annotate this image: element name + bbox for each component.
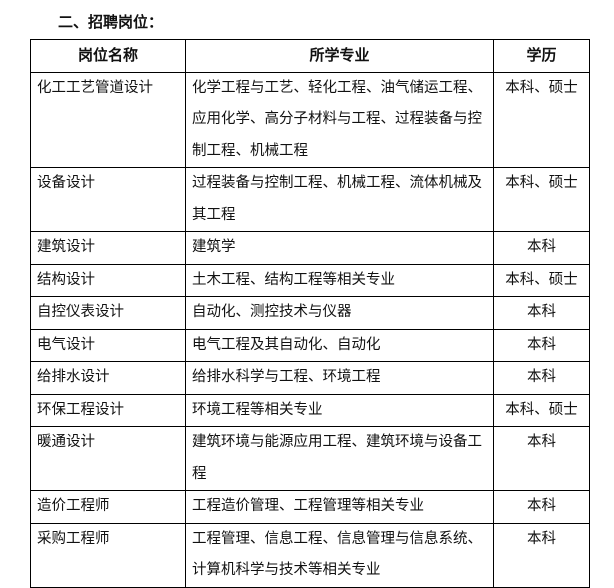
cell-major: 过程装备与控制工程、机械工程、流体机械及其工程 xyxy=(185,167,494,232)
cell-position: 电气设计 xyxy=(30,328,186,362)
table-row: 电气设计 电气工程及其自动化、自动化 本科 xyxy=(30,328,590,362)
positions-table: 岗位名称 所学专业 学历 化工工艺管道设计 化学工程与工艺、轻化工程、油气储运工程… xyxy=(30,39,590,588)
cell-major: 给排水科学与工程、环境工程 xyxy=(185,361,494,395)
header-position: 岗位名称 xyxy=(30,39,186,73)
cell-education: 本科、硕士 xyxy=(493,393,590,427)
cell-position: 环保工程设计 xyxy=(30,393,186,427)
cell-position: 化工工艺管道设计 xyxy=(30,71,186,168)
header-education: 学历 xyxy=(493,39,590,73)
cell-position: 造价工程师 xyxy=(30,490,186,524)
cell-position: 暖通设计 xyxy=(30,426,186,491)
cell-major: 化学工程与工艺、轻化工程、油气储运工程、应用化学、高分子材料与工程、过程装备与控… xyxy=(185,71,494,168)
header-major: 所学专业 xyxy=(185,39,494,73)
cell-education: 本科、硕士 xyxy=(493,71,590,168)
table-row: 暖通设计 建筑环境与能源应用工程、建筑环境与设备工程 本科 xyxy=(30,426,590,491)
cell-major: 自动化、测控技术与仪器 xyxy=(185,296,494,330)
cell-major: 工程造价管理、工程管理等相关专业 xyxy=(185,490,494,524)
table-row: 化工工艺管道设计 化学工程与工艺、轻化工程、油气储运工程、应用化学、高分子材料与工… xyxy=(30,71,590,168)
table-row: 采购工程师 工程管理、信息工程、信息管理与信息系统、计算机科学与技术等相关专业 本科 xyxy=(30,522,590,588)
cell-education: 本科、硕士 xyxy=(493,263,590,297)
cell-education: 本科 xyxy=(493,231,590,265)
cell-major: 电气工程及其自动化、自动化 xyxy=(185,328,494,362)
cell-major: 建筑学 xyxy=(185,231,494,265)
cell-education: 本科、硕士 xyxy=(493,167,590,232)
cell-major: 工程管理、信息工程、信息管理与信息系统、计算机科学与技术等相关专业 xyxy=(185,522,494,588)
table-row: 结构设计 土木工程、结构工程等相关专业 本科、硕士 xyxy=(30,263,590,297)
cell-position: 采购工程师 xyxy=(30,522,186,588)
cell-position: 建筑设计 xyxy=(30,231,186,265)
cell-education: 本科 xyxy=(493,522,590,588)
cell-position: 给排水设计 xyxy=(30,361,186,395)
cell-education: 本科 xyxy=(493,361,590,395)
cell-major: 环境工程等相关专业 xyxy=(185,393,494,427)
table-row: 设备设计 过程装备与控制工程、机械工程、流体机械及其工程 本科、硕士 xyxy=(30,167,590,232)
cell-major: 土木工程、结构工程等相关专业 xyxy=(185,263,494,297)
cell-education: 本科 xyxy=(493,426,590,491)
table-row: 造价工程师 工程造价管理、工程管理等相关专业 本科 xyxy=(30,490,590,524)
table-row: 环保工程设计 环境工程等相关专业 本科、硕士 xyxy=(30,393,590,427)
cell-education: 本科 xyxy=(493,296,590,330)
cell-major: 建筑环境与能源应用工程、建筑环境与设备工程 xyxy=(185,426,494,491)
cell-position: 设备设计 xyxy=(30,167,186,232)
cell-education: 本科 xyxy=(493,490,590,524)
cell-education: 本科 xyxy=(493,328,590,362)
table-row: 建筑设计 建筑学 本科 xyxy=(30,231,590,265)
table-row: 自控仪表设计 自动化、测控技术与仪器 本科 xyxy=(30,296,590,330)
cell-position: 结构设计 xyxy=(30,263,186,297)
table-row: 给排水设计 给排水科学与工程、环境工程 本科 xyxy=(30,361,590,395)
section-heading: 二、招聘岗位： xyxy=(58,13,164,31)
table-header-row: 岗位名称 所学专业 学历 xyxy=(30,39,590,73)
cell-position: 自控仪表设计 xyxy=(30,296,186,330)
